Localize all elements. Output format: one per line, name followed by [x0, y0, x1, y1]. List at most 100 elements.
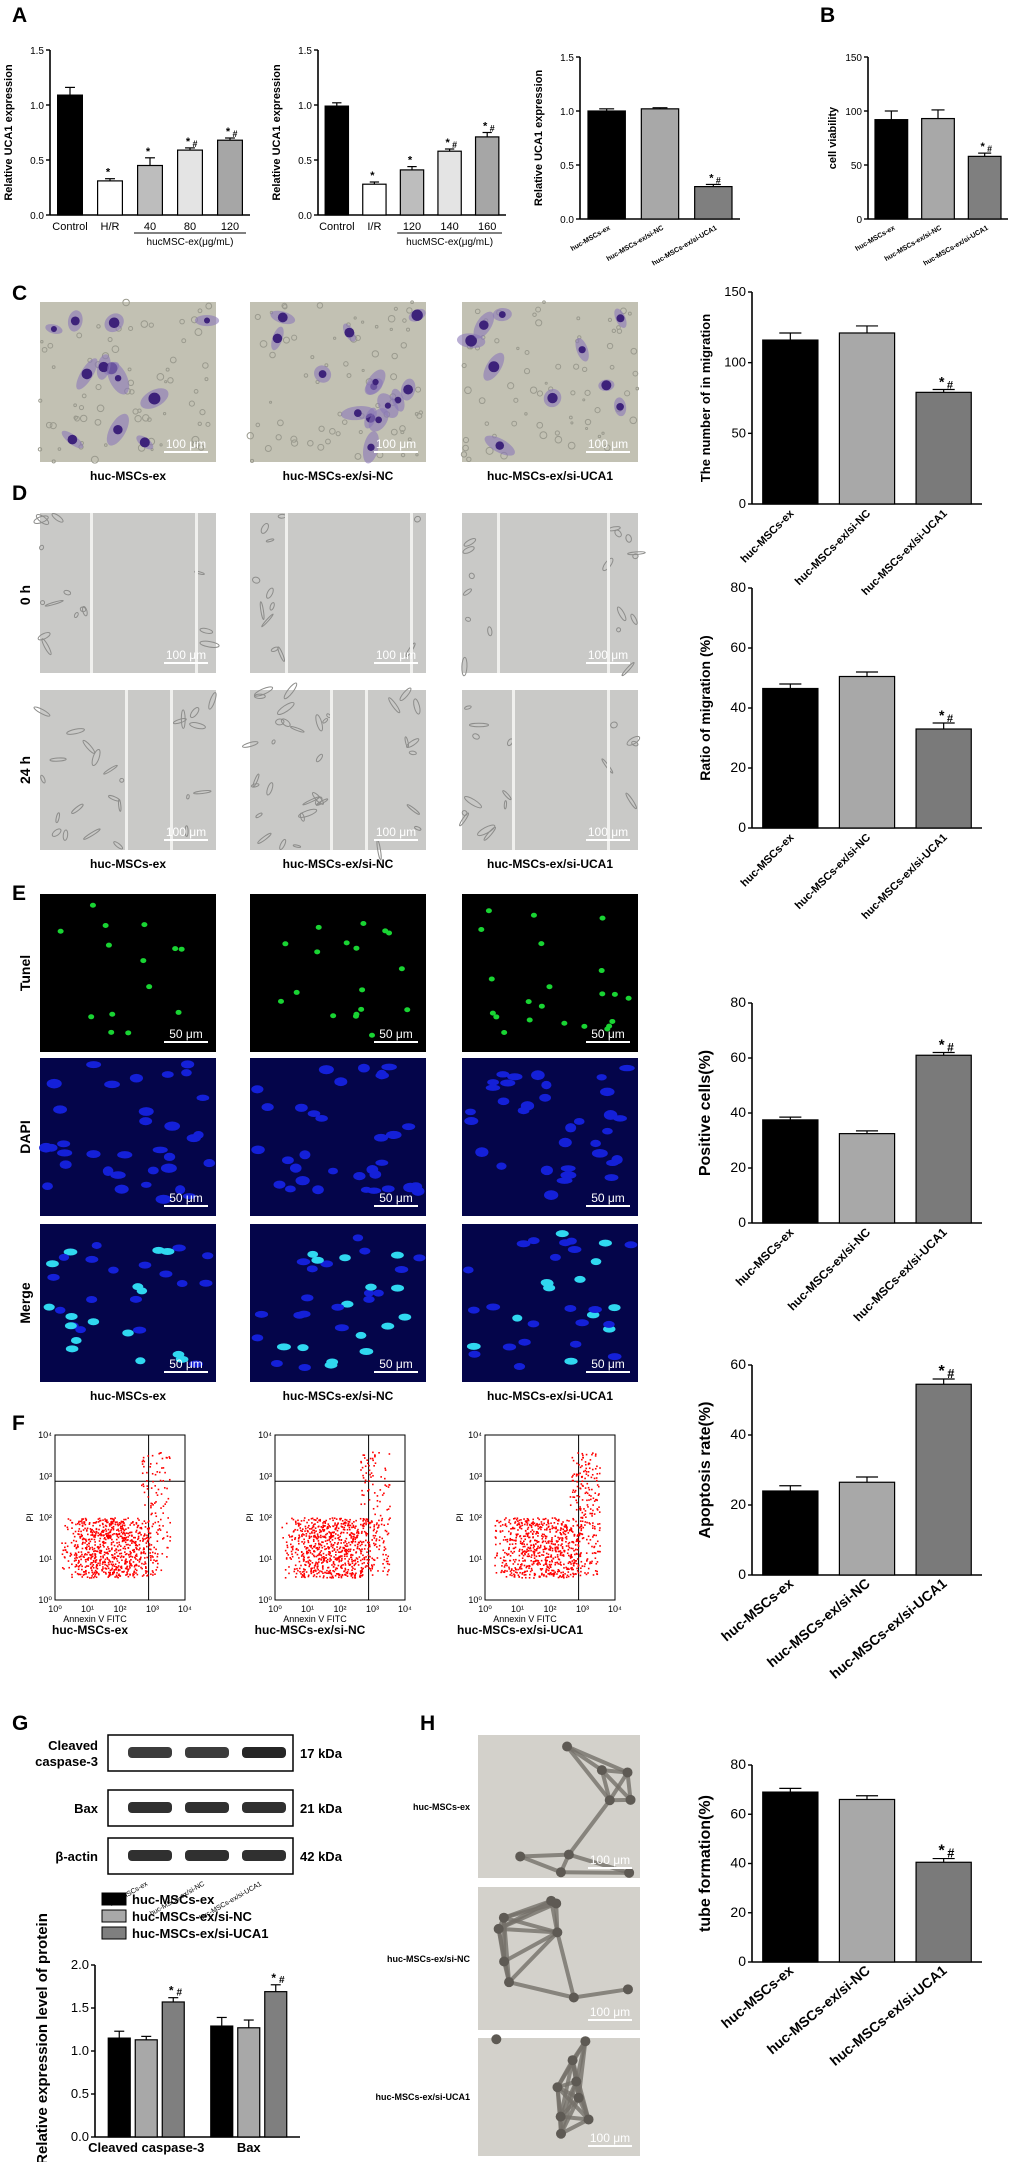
- flow-y-tick: 10¹: [39, 1554, 52, 1564]
- event-dot: [317, 1549, 319, 1551]
- category-label: huc-MSCs-ex/si-UCA1: [860, 832, 950, 922]
- event-dot: [355, 1552, 357, 1554]
- dapi-nucleus: [539, 1094, 551, 1102]
- event-dot: [150, 1537, 152, 1539]
- event-dot: [143, 1457, 145, 1459]
- event-dot: [348, 1564, 350, 1566]
- event-dot: [544, 1529, 546, 1531]
- event-dot: [329, 1552, 331, 1554]
- event-dot: [566, 1536, 568, 1538]
- panel-letter-c: C: [12, 282, 27, 305]
- event-dot: [552, 1573, 554, 1575]
- merged-nucleus: [59, 1254, 69, 1261]
- event-dot: [521, 1563, 523, 1565]
- merged-nucleus: [486, 1303, 500, 1310]
- event-dot: [96, 1567, 98, 1569]
- bar-0: [875, 120, 908, 219]
- event-dot: [566, 1530, 568, 1532]
- tunel-positive-nucleus: [501, 1030, 507, 1035]
- dapi-nucleus: [574, 1118, 585, 1125]
- bar-0: [325, 106, 348, 215]
- event-dot: [306, 1571, 308, 1573]
- bar-2: [916, 1384, 971, 1575]
- event-dot: [591, 1454, 593, 1456]
- event-dot: [93, 1522, 95, 1524]
- event-dot: [104, 1562, 106, 1564]
- event-dot: [343, 1523, 345, 1525]
- event-dot: [118, 1542, 120, 1544]
- event-dot: [159, 1525, 161, 1527]
- event-dot: [373, 1526, 375, 1528]
- flow-x-tick: 10²: [333, 1604, 346, 1614]
- y-tick-label: 0: [738, 819, 746, 835]
- event-dot: [80, 1555, 82, 1557]
- event-dot: [526, 1567, 528, 1569]
- event-dot: [580, 1567, 582, 1569]
- significance-hash: #: [947, 1846, 954, 1861]
- event-dot: [338, 1565, 340, 1567]
- event-dot: [533, 1577, 535, 1579]
- transwell-label-0: huc-MSCs-ex: [90, 469, 166, 483]
- scratch-label-0: huc-MSCs-ex: [90, 857, 166, 871]
- event-dot: [371, 1568, 373, 1570]
- event-dot: [306, 1522, 308, 1524]
- merged-nucleus: [363, 1296, 374, 1303]
- merged-nucleus: [568, 1246, 582, 1253]
- dapi-nucleus: [402, 1123, 415, 1130]
- bar-0: [763, 340, 818, 504]
- event-dot: [309, 1545, 311, 1547]
- event-dot: [521, 1528, 523, 1530]
- event-dot: [577, 1558, 579, 1560]
- event-dot: [333, 1566, 335, 1568]
- y-axis-label: Relative UCA1 expression: [533, 70, 545, 207]
- event-dot: [161, 1553, 163, 1555]
- event-dot: [539, 1555, 541, 1557]
- event-dot: [328, 1572, 330, 1574]
- migrated-cell-nucleus: [204, 318, 210, 324]
- event-dot: [78, 1568, 80, 1570]
- event-dot: [286, 1557, 288, 1559]
- event-dot: [517, 1529, 519, 1531]
- event-dot: [573, 1562, 575, 1564]
- event-dot: [555, 1562, 557, 1564]
- event-dot: [136, 1570, 138, 1572]
- event-dot: [149, 1466, 151, 1468]
- event-dot: [64, 1557, 66, 1559]
- event-dot: [572, 1525, 574, 1527]
- event-dot: [519, 1568, 521, 1570]
- event-dot: [146, 1537, 148, 1539]
- event-dot: [161, 1467, 163, 1469]
- tunel-positive-nucleus: [626, 996, 632, 1001]
- event-dot: [78, 1551, 80, 1553]
- scratch-edge-left: [497, 513, 500, 673]
- panel-letter-g: G: [12, 1712, 28, 1735]
- merged-nucleus: [503, 1344, 516, 1351]
- event-dot: [337, 1549, 339, 1551]
- event-dot: [331, 1543, 333, 1545]
- event-dot: [335, 1551, 337, 1553]
- event-dot: [364, 1559, 366, 1561]
- event-dot: [122, 1538, 124, 1540]
- y-tick-label: 40: [730, 1855, 746, 1871]
- event-dot: [360, 1541, 362, 1543]
- dapi-nucleus: [141, 1182, 152, 1188]
- event-dot: [579, 1506, 581, 1508]
- event-dot: [125, 1519, 127, 1521]
- event-dot: [370, 1476, 372, 1478]
- flow-x-tick: 10³: [366, 1604, 379, 1614]
- event-dot: [360, 1545, 362, 1547]
- event-dot: [371, 1520, 373, 1522]
- event-dot: [334, 1524, 336, 1526]
- event-dot: [577, 1452, 579, 1454]
- event-dot: [538, 1519, 540, 1521]
- event-dot: [105, 1568, 107, 1570]
- event-dot: [111, 1568, 113, 1570]
- event-dot: [549, 1561, 551, 1563]
- event-dot: [583, 1514, 585, 1516]
- event-dot: [585, 1470, 587, 1472]
- event-dot: [553, 1575, 555, 1577]
- event-dot: [541, 1538, 543, 1540]
- event-dot: [575, 1560, 577, 1562]
- event-dot: [581, 1483, 583, 1485]
- flow-plot-1: 10⁰10⁰10¹10¹10²10²10³10³10⁴10⁴PIAnnexin …: [245, 1430, 412, 1637]
